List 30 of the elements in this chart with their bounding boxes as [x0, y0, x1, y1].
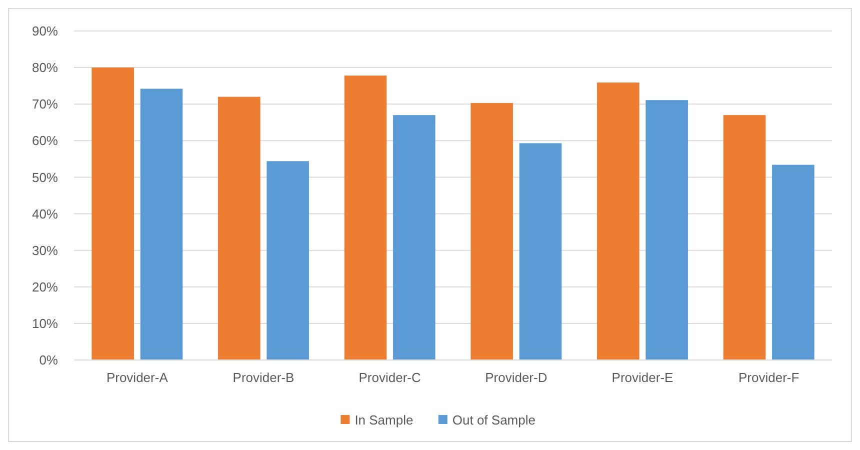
- y-tick-label: 70%: [32, 96, 58, 112]
- x-tick-label: Provider-D: [485, 370, 548, 385]
- bar: [470, 103, 513, 360]
- x-tick-label: Provider-E: [612, 370, 674, 385]
- x-tick-label: Provider-C: [358, 370, 421, 385]
- y-tick-label: 20%: [32, 279, 58, 294]
- bar: [519, 143, 562, 360]
- bar: [772, 164, 814, 360]
- bar: [393, 115, 436, 360]
- x-tick-label: Provider-B: [232, 370, 294, 385]
- bar: [723, 115, 766, 360]
- bar: [92, 68, 134, 360]
- x-tick-label: Provider-A: [106, 370, 168, 385]
- y-tick-label: 40%: [32, 206, 58, 222]
- bar: [266, 161, 309, 360]
- y-tick-label: 50%: [32, 170, 58, 185]
- bar: [140, 88, 183, 360]
- y-tick-label: 80%: [32, 60, 58, 76]
- y-tick-label: 60%: [32, 133, 58, 148]
- legend-label: In Sample: [354, 412, 414, 428]
- y-tick-label: 30%: [32, 242, 58, 258]
- y-tick-label: 10%: [32, 316, 58, 331]
- x-tick-label: Provider-F: [738, 370, 800, 385]
- bar: [218, 96, 260, 360]
- bar: [646, 100, 688, 360]
- y-tick-label: 0%: [39, 352, 58, 368]
- bar: [344, 76, 387, 360]
- bar: [597, 82, 640, 360]
- y-tick-label: 90%: [32, 24, 58, 39]
- legend-label: Out of Sample: [452, 412, 536, 428]
